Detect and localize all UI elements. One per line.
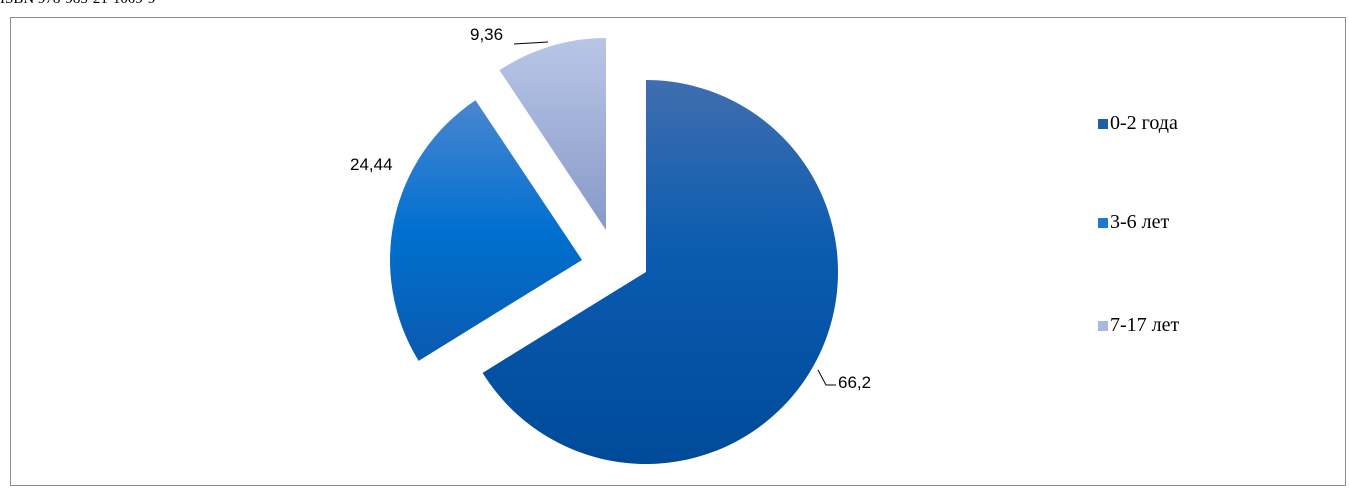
data-label-2: 9,36	[470, 25, 503, 44]
legend-label-2: 7-17 лет	[1110, 314, 1180, 336]
pie-slice-0	[482, 80, 839, 464]
legend-swatch-1	[1098, 218, 1108, 228]
data-label-1: 24,44	[350, 155, 393, 174]
header-text: ISBN 978-985-21-1009-9	[0, 0, 155, 8]
legend-label-1: 3-6 лет	[1110, 211, 1170, 233]
leader-line-1	[513, 41, 549, 45]
pie-slice-2	[499, 38, 606, 230]
data-label-0: 66,2	[838, 373, 871, 392]
pie-slice-1	[390, 100, 582, 361]
leader-line-0	[817, 369, 836, 386]
legend-swatch-2	[1098, 321, 1108, 331]
legend-label-0: 0-2 года	[1110, 112, 1178, 134]
legend-swatch-0	[1098, 119, 1108, 129]
